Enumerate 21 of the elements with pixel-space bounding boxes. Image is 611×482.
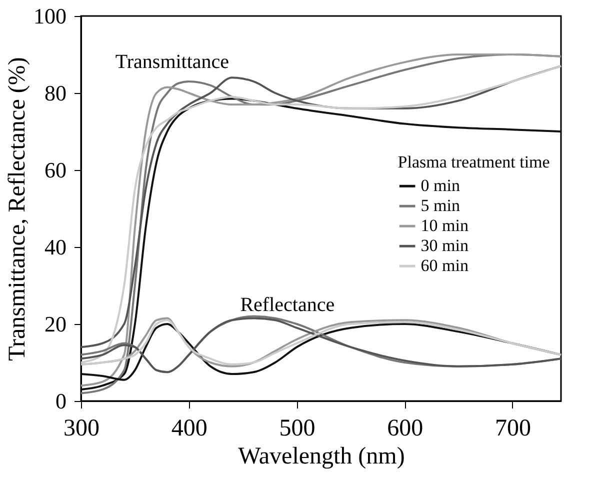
- x-tick-label: 700: [494, 416, 531, 442]
- annotation: Transmittance: [115, 51, 230, 74]
- y-tick-label: 0: [56, 388, 66, 414]
- annotation: Reflectance: [240, 294, 335, 316]
- x-tick-label: 600: [387, 416, 424, 442]
- legend-label: 30 min: [420, 236, 469, 256]
- x-tick-label: 300: [64, 416, 100, 442]
- legend-label: 5 min: [420, 196, 460, 216]
- legend-label: 10 min: [420, 216, 469, 236]
- legend-label: 60 min: [420, 256, 469, 276]
- y-tick-label: 60: [44, 158, 66, 182]
- y-tick-label: 100: [34, 4, 66, 28]
- x-tick-label: 500: [279, 416, 316, 442]
- y-tick-label: 80: [44, 80, 66, 106]
- y-axis-title: Transmittance, Reflectance (%): [4, 57, 30, 361]
- y-tick-label: 40: [44, 234, 66, 260]
- x-axis-title: Wavelength (nm): [238, 444, 405, 470]
- legend-label: 0 min: [420, 176, 460, 196]
- y-tick-label: 20: [44, 312, 66, 336]
- legend-title: Plasma treatment time: [398, 152, 550, 172]
- x-tick-label: 400: [171, 416, 208, 442]
